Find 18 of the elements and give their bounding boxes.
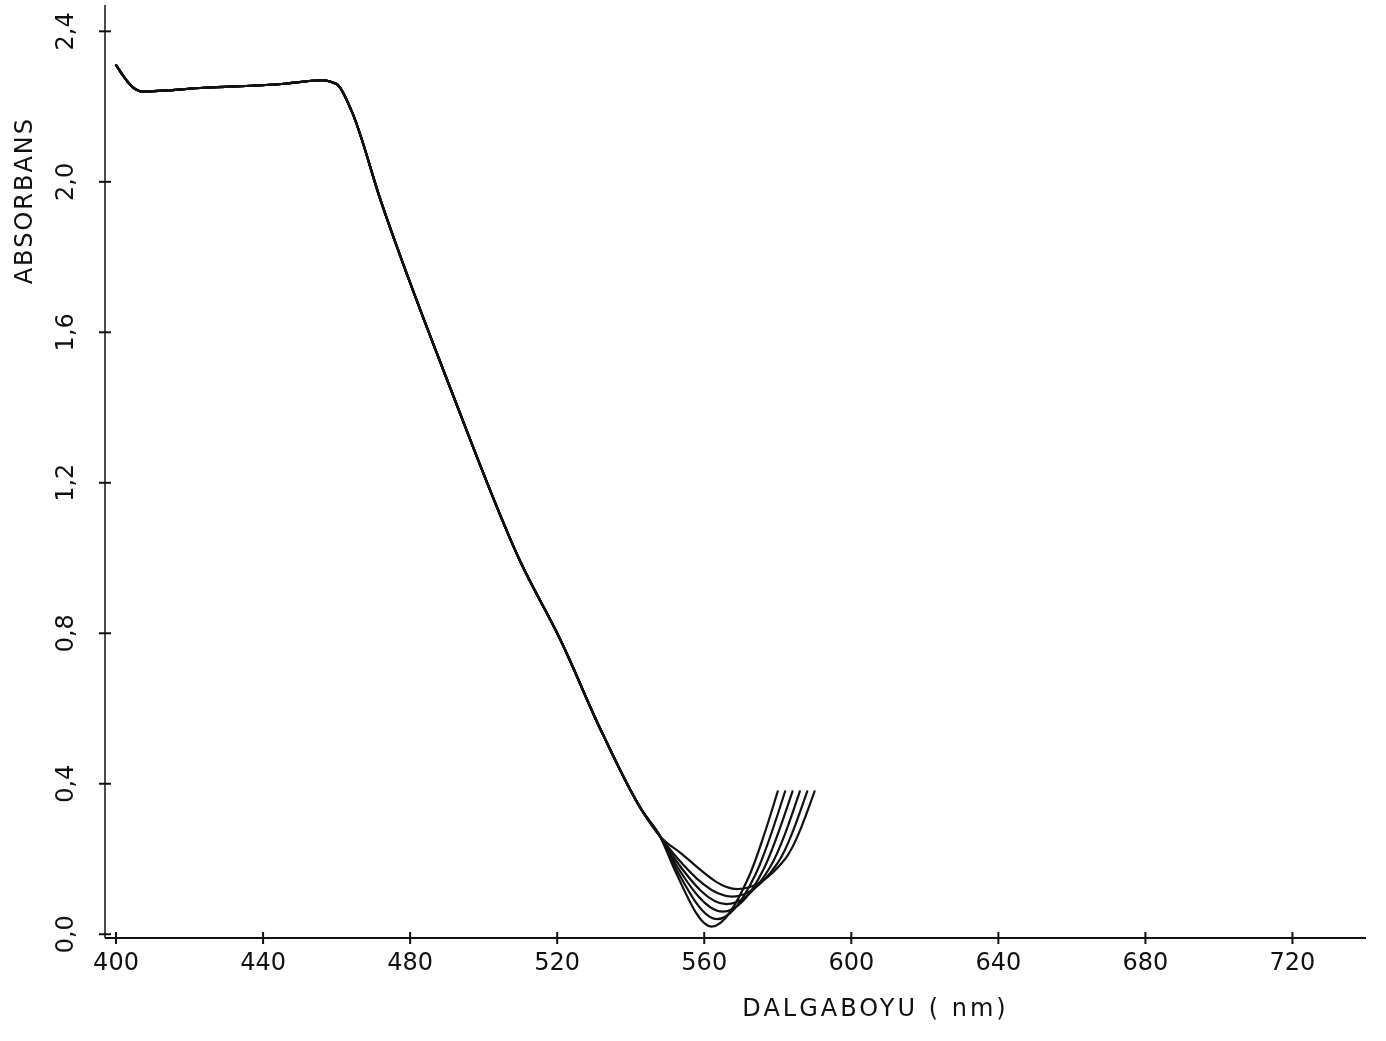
x-tick-label: 560	[681, 948, 728, 976]
y-tick-label: 2,0	[51, 162, 79, 201]
x-tick-label: 480	[387, 948, 434, 976]
x-tick-label: 640	[975, 948, 1022, 976]
y-tick-label: 0,8	[51, 614, 79, 653]
y-axis-title: ABSORBANS	[10, 116, 38, 285]
x-tick-label: 680	[1122, 948, 1169, 976]
y-tick-label: 0,0	[51, 915, 79, 954]
x-tick-label: 600	[828, 948, 875, 976]
x-tick-label: 400	[93, 948, 139, 976]
y-tick-label: 2,4	[51, 12, 79, 51]
x-tick-label: 440	[240, 948, 286, 976]
x-tick-label: 720	[1269, 948, 1316, 976]
y-tick-label: 1,2	[51, 463, 79, 502]
x-axis-title: DALGABOYU ( nm)	[742, 994, 1009, 1022]
y-tick-label: 1,6	[51, 313, 79, 352]
x-tick-label: 520	[534, 948, 581, 976]
y-tick-label: 0,4	[51, 764, 79, 803]
